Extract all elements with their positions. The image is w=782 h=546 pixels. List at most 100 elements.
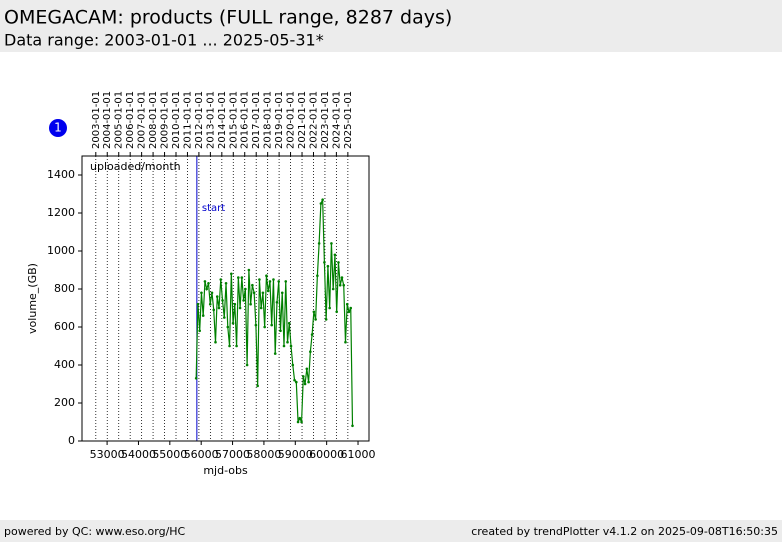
data-point xyxy=(268,280,272,283)
data-point xyxy=(293,378,296,382)
data-point xyxy=(337,261,340,264)
x-tick-label: 60000 xyxy=(309,448,344,461)
x-tick-label: 58000 xyxy=(246,448,281,461)
y-tick-label: 0 xyxy=(68,434,75,447)
y-tick-label: 400 xyxy=(54,358,75,371)
data-point xyxy=(230,272,233,276)
top-tick-label: 2019-01-01 xyxy=(274,91,285,149)
top-tick-label: 2024-01-01 xyxy=(331,91,342,149)
data-point xyxy=(254,323,258,327)
x-axis-label: mjd-obs xyxy=(203,464,248,477)
data-point xyxy=(259,306,263,310)
data-point xyxy=(237,276,240,279)
top-tick-label: 2021-01-01 xyxy=(297,91,308,149)
data-point xyxy=(205,287,209,291)
data-point xyxy=(258,278,261,281)
data-point xyxy=(344,340,347,344)
data-point xyxy=(277,280,281,283)
data-point xyxy=(200,291,203,295)
data-point xyxy=(214,340,217,344)
data-point xyxy=(323,261,326,264)
x-tick-label: 54000 xyxy=(121,448,156,461)
data-point xyxy=(307,380,310,384)
top-tick-label: 2018-01-01 xyxy=(263,91,274,149)
data-point xyxy=(291,363,295,367)
data-point xyxy=(289,344,293,348)
header-bar xyxy=(0,0,782,52)
data-point xyxy=(333,253,337,257)
data-point xyxy=(321,198,324,201)
y-tick-label: 800 xyxy=(54,282,75,295)
data-point xyxy=(345,302,349,306)
top-tick-label: 2020-01-01 xyxy=(286,91,297,149)
annotation: uploaded/month xyxy=(90,160,181,173)
chart-subtitle: Data range: 2003-01-01 ... 2025-05-31* xyxy=(4,31,324,50)
data-point xyxy=(219,278,223,281)
y-tick-label: 200 xyxy=(54,396,75,409)
data-point xyxy=(265,274,268,278)
top-tick-label: 2011-01-01 xyxy=(182,91,193,149)
data-point xyxy=(240,276,244,279)
top-tick-label: 2025-01-01 xyxy=(343,91,354,149)
data-point xyxy=(302,375,305,378)
data-point xyxy=(286,340,289,344)
data-point xyxy=(316,274,319,278)
x-tick-label: 56000 xyxy=(184,448,219,461)
footer-left: powered by QC: www.eso.org/HC xyxy=(4,525,186,538)
data-point xyxy=(349,306,353,310)
top-tick-label: 2003-01-01 xyxy=(91,91,102,149)
data-point xyxy=(272,278,275,281)
x-tick-label: 53000 xyxy=(90,448,125,461)
y-axis-label: volume_(GB) xyxy=(26,263,39,334)
data-point xyxy=(256,384,259,388)
top-tick-label: 2008-01-01 xyxy=(148,91,159,149)
data-point xyxy=(226,325,230,329)
data-point xyxy=(282,344,286,348)
data-point xyxy=(198,329,201,333)
data-point xyxy=(228,344,231,348)
data-point xyxy=(335,310,338,314)
chart-title: OMEGACAM: products (FULL range, 8287 day… xyxy=(4,7,452,29)
top-tick-label: 2015-01-01 xyxy=(228,91,239,149)
data-point xyxy=(351,424,354,428)
data-point xyxy=(263,325,266,329)
data-point xyxy=(242,299,245,302)
footer-bar xyxy=(0,520,782,542)
top-tick-label: 2004-01-01 xyxy=(102,91,113,149)
data-point xyxy=(305,367,309,371)
data-point xyxy=(196,302,200,306)
data-point xyxy=(207,282,210,285)
x-tick-label: 57000 xyxy=(215,448,250,461)
top-tick-label: 2007-01-01 xyxy=(137,91,148,149)
start-label: start xyxy=(202,203,225,214)
data-point xyxy=(270,323,274,327)
data-point xyxy=(231,321,235,325)
y-tick-label: 600 xyxy=(54,320,75,333)
data-point xyxy=(342,283,346,287)
data-point xyxy=(300,420,303,424)
data-point xyxy=(312,310,316,314)
data-point xyxy=(252,291,256,295)
top-tick-label: 2023-01-01 xyxy=(320,91,331,149)
data-point xyxy=(210,291,214,295)
data-point xyxy=(203,280,207,283)
data-point xyxy=(194,377,198,380)
data-point xyxy=(249,302,252,306)
top-tick-label: 2016-01-01 xyxy=(240,91,251,149)
data-point xyxy=(273,352,277,355)
data-point xyxy=(279,329,282,333)
data-point xyxy=(296,420,300,424)
top-tick-label: 2014-01-01 xyxy=(217,91,228,149)
x-tick-label: 55000 xyxy=(152,448,187,461)
data-point xyxy=(244,287,247,291)
badge[interactable] xyxy=(49,119,67,137)
data-point xyxy=(330,242,333,245)
data-point xyxy=(303,382,307,386)
badge-label[interactable]: 1 xyxy=(54,121,62,135)
data-point xyxy=(221,299,224,302)
data-point xyxy=(331,287,335,291)
data-point xyxy=(338,283,342,287)
data-point xyxy=(212,308,216,312)
